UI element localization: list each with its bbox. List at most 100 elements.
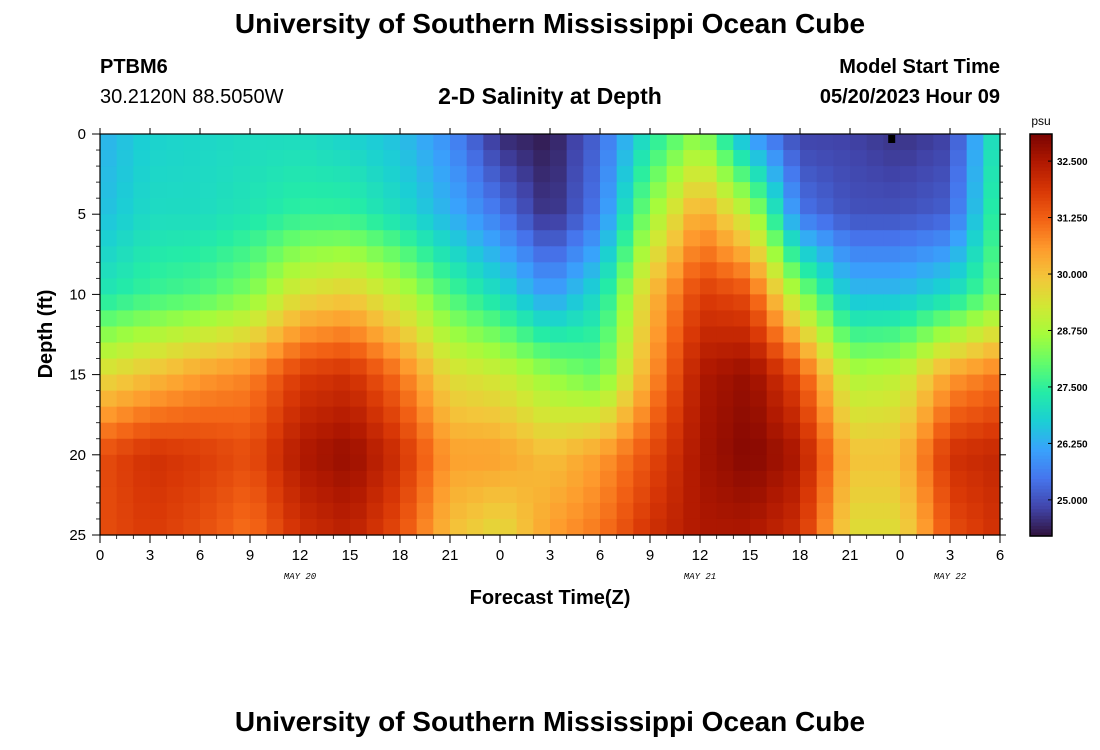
heatmap-cell	[516, 230, 534, 247]
heatmap-cell	[150, 518, 168, 536]
heatmap-cell	[416, 166, 434, 183]
colorbar-swatch	[1030, 469, 1052, 473]
heatmap-cell	[600, 406, 618, 424]
heatmap-cell	[383, 166, 401, 183]
heatmap-cell	[650, 294, 668, 312]
heatmap-cell	[700, 182, 718, 199]
heatmap-cell	[783, 342, 801, 360]
heatmap-cell	[316, 230, 334, 247]
heatmap-cell	[483, 374, 501, 392]
heatmap-cell	[916, 470, 934, 488]
heatmap-cell	[900, 486, 918, 504]
heatmap-cell	[166, 230, 184, 247]
heatmap-cell	[900, 470, 918, 488]
heatmap-cell	[433, 246, 451, 263]
heatmap-cell	[216, 150, 234, 167]
colorbar-swatch	[1030, 418, 1052, 423]
heatmap-cell	[816, 278, 834, 295]
heatmap-cell	[316, 278, 334, 295]
heatmap-cell	[116, 326, 134, 344]
heatmap-cell	[200, 486, 218, 504]
y-tick-label: 0	[78, 126, 86, 143]
heatmap-cell	[383, 262, 401, 279]
heatmap-cell	[483, 486, 501, 504]
heatmap-cell	[400, 310, 418, 328]
heatmap-cell	[733, 502, 751, 520]
heatmap-cell	[216, 486, 234, 504]
heatmap-cell	[366, 454, 384, 472]
heatmap-cell	[350, 134, 368, 151]
heatmap-cell	[800, 294, 818, 312]
heatmap-cell	[883, 438, 901, 456]
heatmap-cell	[450, 438, 468, 456]
heatmap-cell	[450, 262, 468, 279]
heatmap-cell	[700, 230, 718, 247]
heatmap-cell	[383, 150, 401, 167]
heatmap-cell	[933, 502, 951, 520]
colorbar-swatch	[1030, 499, 1052, 504]
heatmap-cell	[133, 246, 151, 263]
heatmap-cell	[500, 230, 518, 247]
heatmap-cell	[833, 246, 851, 263]
colorbar-swatch	[1030, 462, 1052, 467]
heatmap-cell	[216, 294, 234, 312]
heatmap-cell	[766, 262, 784, 279]
heatmap-cell	[150, 502, 168, 520]
heatmap-cell	[466, 342, 484, 360]
heatmap-cell	[500, 294, 518, 312]
heatmap-cell	[450, 230, 468, 247]
heatmap-cell	[816, 406, 834, 424]
heatmap-cell	[183, 470, 201, 488]
heatmap-cell	[566, 390, 584, 408]
station-coordinates: 30.2120N 88.5050W	[100, 86, 284, 108]
heatmap-cell	[433, 438, 451, 456]
heatmap-cell	[916, 486, 934, 504]
heatmap-cell	[166, 294, 184, 312]
heatmap-cell	[750, 198, 768, 215]
heatmap-cell	[516, 454, 534, 472]
heatmap-cell	[683, 182, 701, 199]
heatmap-cell	[883, 374, 901, 392]
heatmap-cell	[983, 166, 1001, 183]
heatmap-cell	[766, 134, 784, 151]
heatmap-cell	[616, 214, 634, 231]
colorbar-swatch	[1030, 388, 1052, 393]
heatmap-cell	[850, 470, 868, 488]
heatmap-cell	[466, 454, 484, 472]
heatmap-cell	[666, 150, 684, 167]
heatmap-cell	[283, 246, 301, 263]
heatmap-cell	[600, 166, 618, 183]
heatmap-cell	[900, 166, 918, 183]
colorbar-swatch	[1030, 381, 1052, 386]
heatmap-cell	[683, 230, 701, 247]
heatmap-cell	[300, 486, 318, 504]
heatmap-cell	[833, 326, 851, 344]
heatmap-cell	[633, 310, 651, 328]
heatmap-cell	[483, 182, 501, 199]
heatmap-cell	[600, 326, 618, 344]
heatmap-cell	[183, 406, 201, 424]
colorbar-swatch	[1030, 475, 1052, 480]
heatmap-cell	[550, 454, 568, 472]
heatmap-cell	[866, 438, 884, 456]
colorbar-tick-label: 30.000	[1057, 270, 1088, 281]
heatmap-cell	[766, 486, 784, 504]
heatmap-cell	[833, 294, 851, 312]
heatmap-cell	[983, 134, 1001, 151]
heatmap-cell	[983, 150, 1001, 167]
heatmap-cell	[533, 182, 551, 199]
heatmap-cell	[666, 422, 684, 440]
heatmap-cell	[316, 246, 334, 263]
x-tick-label: 3	[946, 547, 954, 564]
heatmap-cell	[550, 422, 568, 440]
heatmap-cell	[966, 310, 984, 328]
colorbar-swatch	[1030, 288, 1052, 293]
heatmap-cell	[183, 358, 201, 376]
heatmap-cell	[383, 438, 401, 456]
heatmap-cell	[450, 342, 468, 360]
heatmap-cell	[800, 358, 818, 376]
heatmap-cell	[550, 310, 568, 328]
heatmap-cell	[350, 262, 368, 279]
heatmap-cell	[966, 166, 984, 183]
heatmap-cell	[883, 470, 901, 488]
